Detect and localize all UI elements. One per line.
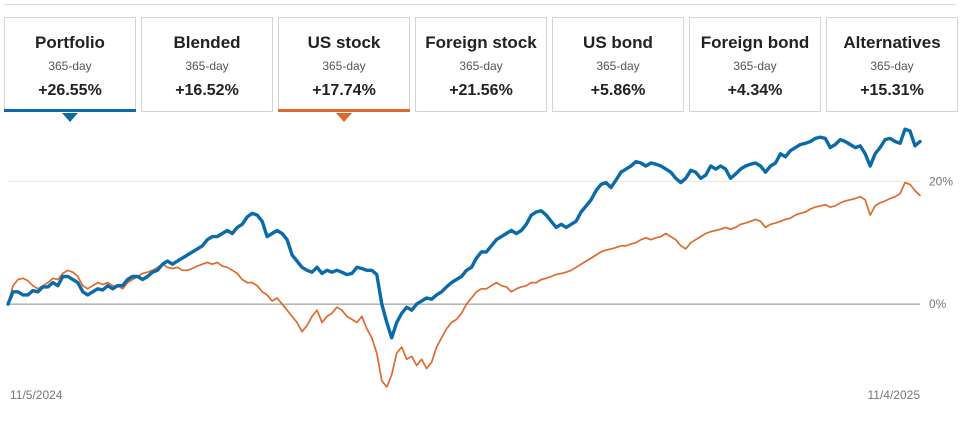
chart-gridlines	[8, 180, 920, 305]
tab-return: +15.31%	[860, 82, 924, 99]
tab-active-bar	[278, 109, 410, 112]
tab-return: +26.55%	[38, 82, 102, 99]
tab-period: 365-day	[459, 59, 503, 73]
tab-return: +21.56%	[449, 82, 513, 99]
tab-blended[interactable]: Blended 365-day +16.52%	[141, 17, 273, 112]
tab-alternatives[interactable]: Alternatives 365-day +15.31%	[826, 17, 958, 112]
tab-name: US stock	[307, 33, 381, 52]
tab-return: +16.52%	[175, 82, 239, 99]
asset-class-tabs: Portfolio 365-day +26.55% Blended 365-da…	[4, 17, 958, 122]
series-line-0	[6, 127, 922, 340]
series-line-1	[7, 181, 921, 388]
tab-us-bond[interactable]: US bond 365-day +5.86%	[552, 17, 684, 112]
tab-foreign-bond[interactable]: Foreign bond 365-day +4.34%	[689, 17, 821, 112]
tab-name: Blended	[173, 33, 241, 52]
tab-name: Portfolio	[35, 33, 105, 52]
tab-name: Foreign stock	[425, 33, 537, 52]
tab-name: Alternatives	[843, 33, 941, 52]
tab-name: Foreign bond	[700, 33, 810, 52]
tab-portfolio[interactable]: Portfolio 365-day +26.55%	[4, 17, 136, 122]
performance-chart: 0% 20% 11/5/2024 11/4/2025	[6, 127, 953, 402]
tab-name: US bond	[583, 33, 653, 52]
tab-pointer-icon	[336, 113, 352, 122]
x-tick-label-end: 11/4/2025	[868, 388, 921, 402]
x-tick-label-start: 11/5/2024	[10, 388, 63, 402]
tab-return: +5.86%	[590, 82, 646, 99]
tab-return: +4.34%	[727, 82, 783, 99]
tab-pointer-icon	[62, 113, 78, 122]
tab-period: 365-day	[48, 59, 92, 73]
top-divider	[4, 4, 956, 5]
tab-return: +17.74%	[312, 82, 376, 99]
tab-period: 365-day	[733, 59, 777, 73]
tab-active-bar	[4, 109, 136, 112]
y-tick-label: 20%	[929, 174, 953, 188]
tab-us-stock[interactable]: US stock 365-day +17.74%	[278, 17, 410, 122]
tab-period: 365-day	[185, 59, 229, 73]
chart-labels: 0% 20% 11/5/2024 11/4/2025	[10, 174, 953, 402]
y-tick-label: 0%	[929, 297, 947, 311]
tab-foreign-stock[interactable]: Foreign stock 365-day +21.56%	[415, 17, 547, 112]
tab-period: 365-day	[596, 59, 640, 73]
chart-series	[6, 127, 922, 388]
tab-period: 365-day	[870, 59, 914, 73]
tab-period: 365-day	[322, 59, 366, 73]
